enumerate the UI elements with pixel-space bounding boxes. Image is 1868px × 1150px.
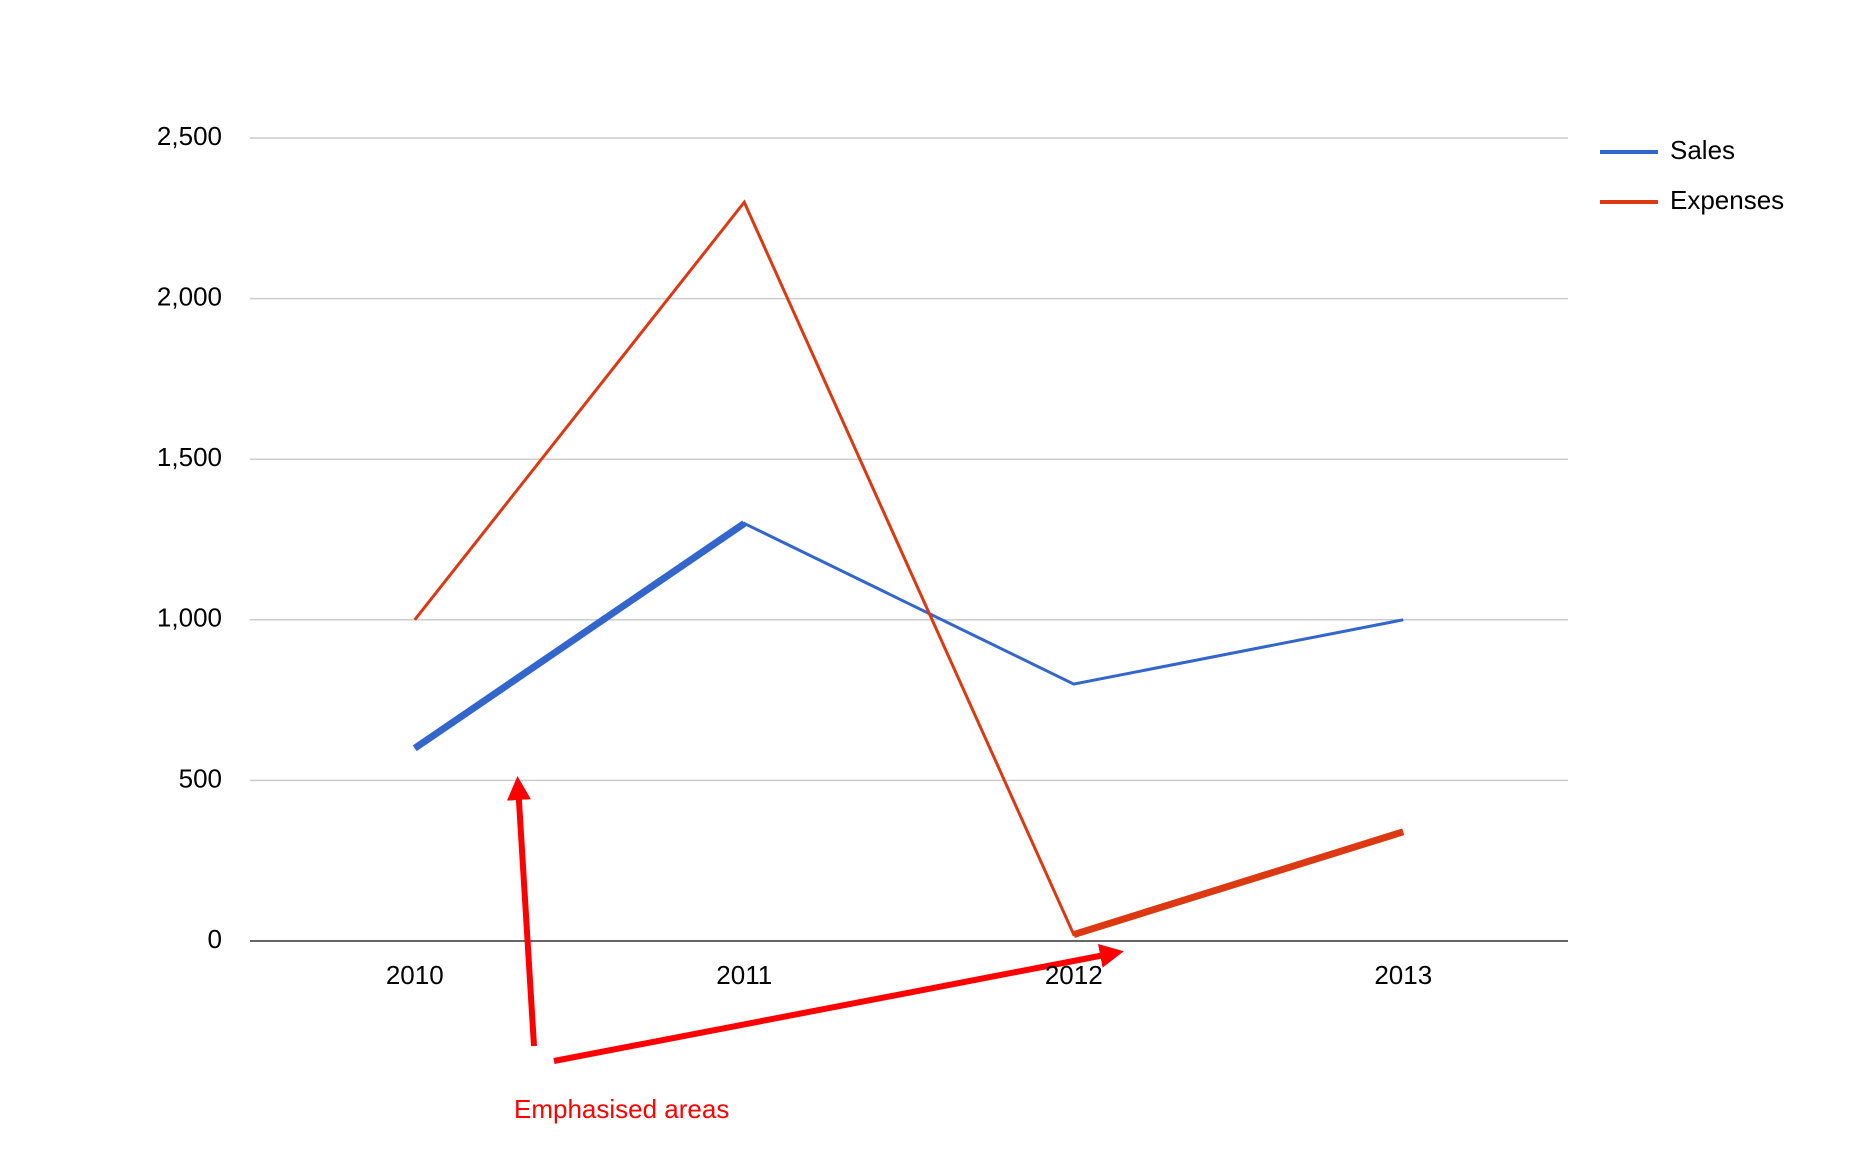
plot-lines	[412, 199, 1405, 938]
y-tick-label: 500	[179, 763, 222, 793]
annotation-text: Emphasised areas	[514, 1094, 729, 1124]
annotation-arrow	[506, 776, 537, 1047]
grid	[250, 137, 1568, 942]
y-tick-label: 0	[208, 924, 222, 954]
y-tick-label: 1,500	[157, 442, 222, 472]
y-tick-label: 1,000	[157, 603, 222, 633]
legend-label: Expenses	[1670, 185, 1784, 215]
emphasized-segment	[412, 520, 747, 752]
series-line	[413, 199, 1404, 937]
x-tick-label: 2010	[386, 960, 444, 990]
emphasized-segment	[1072, 828, 1405, 938]
x-tick-label: 2012	[1045, 960, 1103, 990]
y-tick-label: 2,500	[157, 121, 222, 151]
x-tick-label: 2013	[1374, 960, 1432, 990]
series-line	[413, 521, 1404, 750]
x-tick-label: 2011	[716, 960, 772, 990]
annotation-arrow	[553, 944, 1124, 1064]
legend-label: Sales	[1670, 135, 1735, 165]
y-tick-label: 2,000	[157, 281, 222, 311]
